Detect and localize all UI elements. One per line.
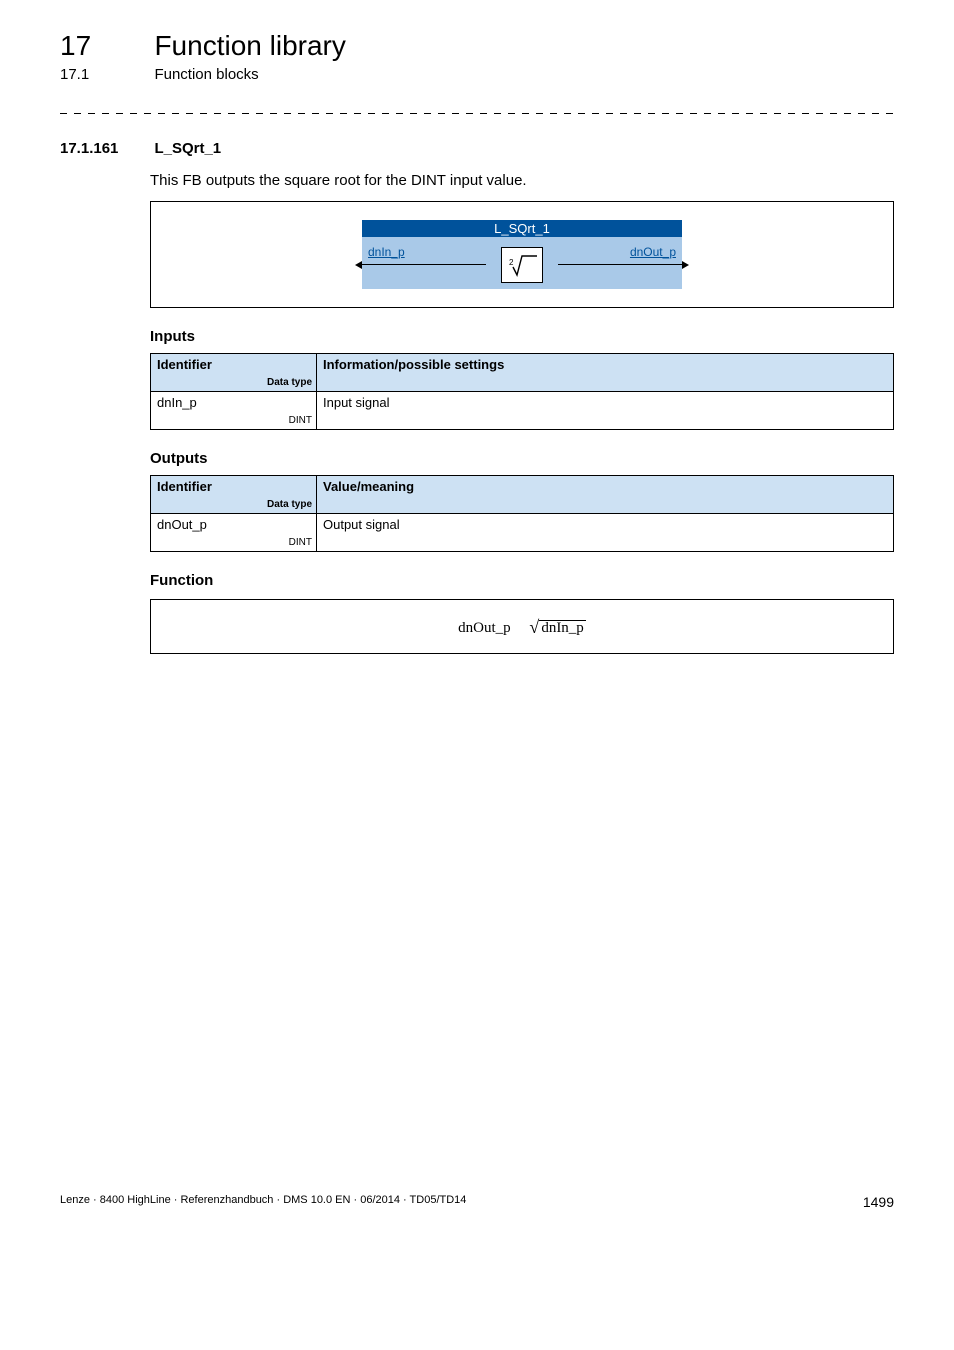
function-heading: Function [150,572,894,589]
outputs-heading: Outputs [150,450,894,467]
connector-line [362,264,486,265]
connector-line [558,264,682,265]
info-cell: Output signal [317,514,893,535]
arrow-left-icon [355,261,362,269]
page-footer: Lenze · 8400 HighLine · Referenzhandbuch… [60,1194,894,1210]
col-info: Value/meaning [317,476,893,497]
col-identifier: Identifier [151,354,316,375]
function-formula: dnOut_p √dnIn_p [150,599,894,654]
sqrt-exponent: 2 [509,258,514,267]
formula-lhs: dnOut_p [458,620,511,636]
port-in-label[interactable]: dnIn_p [368,245,405,259]
page-number: 1499 [863,1194,894,1210]
arrow-right-icon [682,261,689,269]
col-identifier: Identifier [151,476,316,497]
inputs-heading: Inputs [150,328,894,345]
diagram-block-title: L_SQrt_1 [362,220,682,237]
section-number: 17.1.161 [60,140,150,157]
identifier-cell: dnOut_p [151,514,316,535]
identifier-cell: dnIn_p [151,392,316,413]
col-datatype: Data type [151,375,316,391]
footer-text: Lenze · 8400 HighLine · Referenzhandbuch… [60,1194,466,1210]
block-diagram: L_SQrt_1 dnIn_p 2 dnOut_p [150,201,894,308]
port-out-label[interactable]: dnOut_p [630,245,676,259]
datatype-cell: DINT [151,413,316,429]
section-header: 17.1.161 L_SQrt_1 [60,140,894,158]
inputs-table: Identifier Data type Information/possibl… [150,353,894,430]
table-row: dnIn_p DINT Input signal [151,392,894,430]
col-info: Information/possible settings [317,354,893,375]
datatype-cell: DINT [151,535,316,551]
page-header: 17 Function library 17.1 Function blocks [60,30,894,83]
outputs-table: Identifier Data type Value/meaning dnOut… [150,475,894,552]
subsection-title: Function blocks [154,66,258,83]
chapter-number: 17 [60,30,150,62]
section-description: This FB outputs the square root for the … [150,172,894,189]
section-title: L_SQrt_1 [154,140,221,157]
chapter-title: Function library [154,30,345,62]
table-row: dnOut_p DINT Output signal [151,514,894,552]
sqrt-icon: 2 [501,247,543,283]
formula-rhs: dnIn_p [539,620,586,637]
info-cell: Input signal [317,392,893,413]
subsection-number: 17.1 [60,66,150,83]
col-datatype: Data type [151,497,316,513]
divider [60,113,894,114]
